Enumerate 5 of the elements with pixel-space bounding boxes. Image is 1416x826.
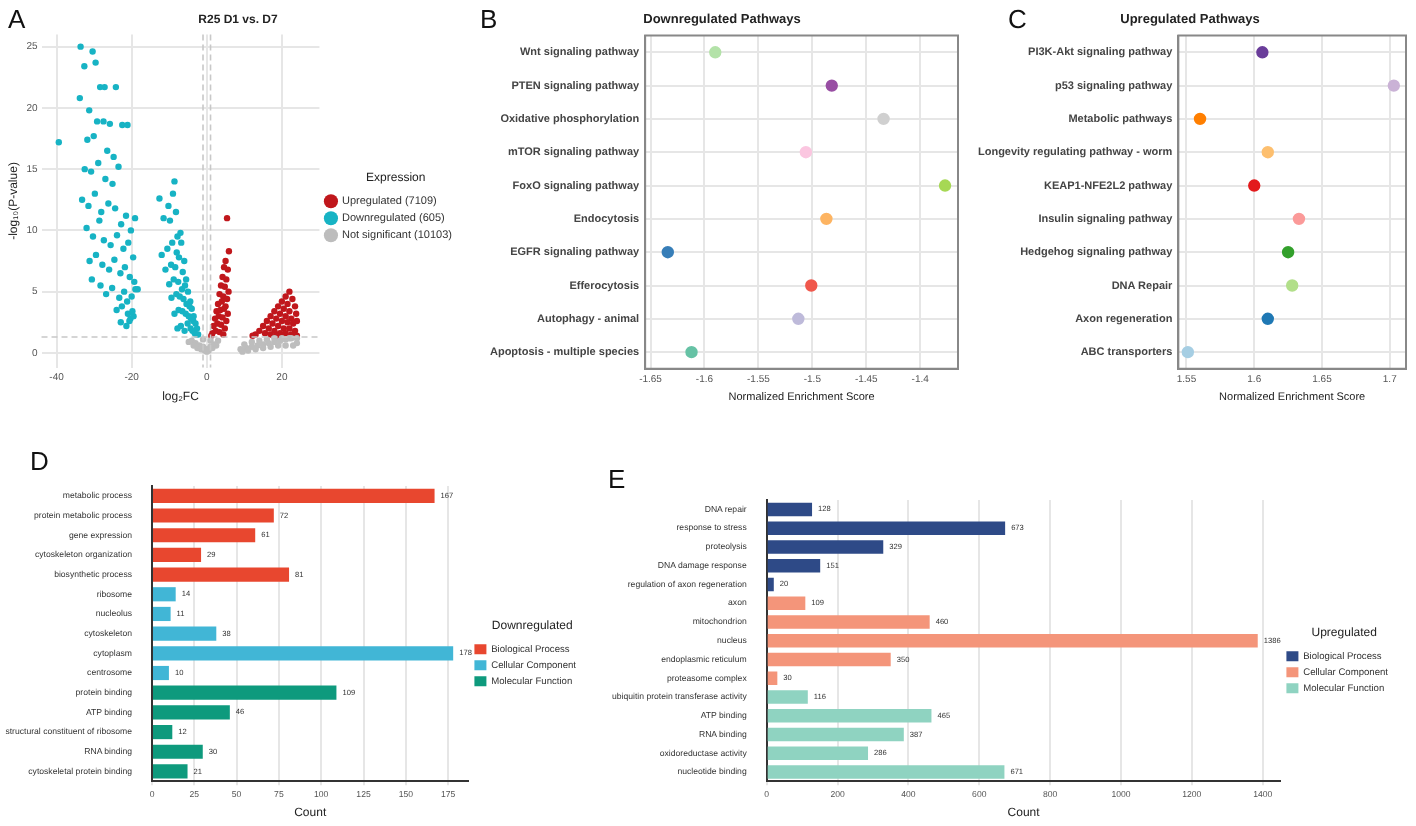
text: A bbox=[8, 4, 26, 34]
text: D bbox=[30, 446, 49, 476]
text: B bbox=[480, 4, 498, 34]
text: E bbox=[608, 464, 626, 494]
text: C bbox=[1008, 4, 1027, 34]
